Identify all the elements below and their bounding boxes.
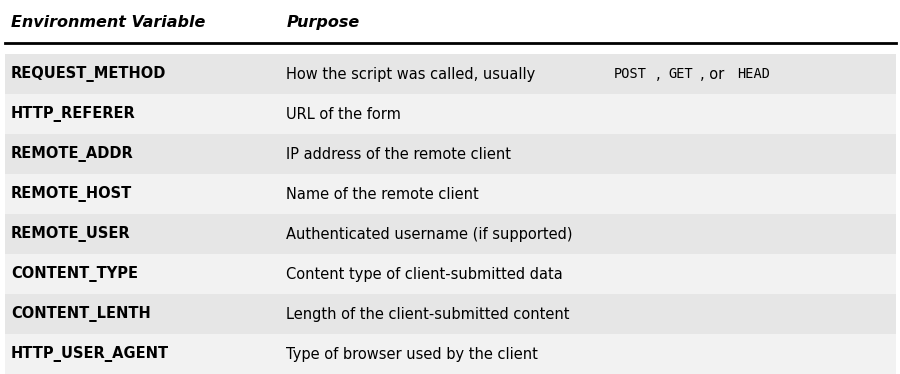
Text: How the script was called, usually: How the script was called, usually [286, 67, 540, 82]
Text: IP address of the remote client: IP address of the remote client [286, 147, 511, 162]
Text: REMOTE_HOST: REMOTE_HOST [11, 186, 132, 202]
Text: Environment Variable: Environment Variable [11, 15, 205, 30]
Text: GET: GET [669, 67, 693, 81]
Text: HEAD: HEAD [737, 67, 770, 81]
Text: CONTENT_TYPE: CONTENT_TYPE [11, 266, 138, 282]
Text: HTTP_REFERER: HTTP_REFERER [11, 106, 136, 122]
Text: REMOTE_USER: REMOTE_USER [11, 226, 130, 242]
Text: Length of the client-submitted content: Length of the client-submitted content [286, 307, 570, 322]
Bar [4, 174, 896, 214]
Text: REQUEST_METHOD: REQUEST_METHOD [11, 66, 166, 82]
Text: CONTENT_LENTH: CONTENT_LENTH [11, 306, 150, 322]
Text: URL of the form: URL of the form [286, 107, 401, 122]
Text: Name of the remote client: Name of the remote client [286, 187, 479, 202]
Text: Authenticated username (if supported): Authenticated username (if supported) [286, 227, 572, 242]
Text: POST: POST [614, 67, 647, 81]
Text: HTTP_USER_AGENT: HTTP_USER_AGENT [11, 346, 169, 362]
Bar [4, 254, 896, 294]
Text: Purpose: Purpose [286, 15, 359, 30]
Bar [4, 334, 896, 374]
Bar [4, 134, 896, 174]
Text: , or: , or [700, 67, 729, 82]
Bar [4, 294, 896, 334]
Text: ,: , [656, 67, 666, 82]
Bar [4, 214, 896, 254]
Text: REMOTE_ADDR: REMOTE_ADDR [11, 146, 133, 162]
Bar [4, 54, 896, 94]
Text: Type of browser used by the client: Type of browser used by the client [286, 347, 538, 362]
Text: Content type of client-submitted data: Content type of client-submitted data [286, 267, 563, 282]
Bar [4, 94, 896, 134]
